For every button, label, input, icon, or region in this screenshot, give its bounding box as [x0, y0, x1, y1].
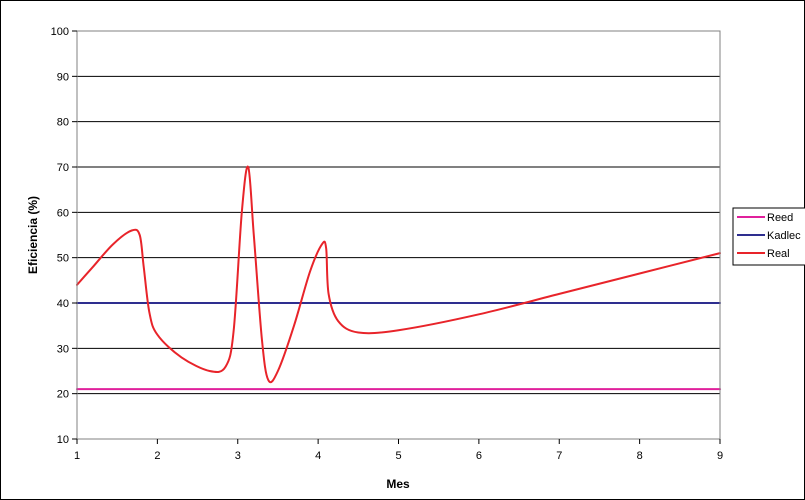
- y-tick-label: 10: [57, 434, 69, 446]
- y-tick-label: 70: [57, 162, 69, 174]
- legend-label-real: Real: [767, 248, 790, 260]
- x-tick-label: 1: [74, 450, 80, 462]
- x-axis-title: Mes: [386, 477, 410, 491]
- y-tick-label: 40: [57, 298, 69, 310]
- series-lines: [76, 165, 721, 391]
- legend-box: [732, 207, 805, 266]
- x-tick-label: 5: [395, 450, 401, 462]
- x-tick-label: 2: [154, 450, 160, 462]
- x-tick-label: 7: [556, 450, 562, 462]
- y-tick-label: 100: [51, 26, 69, 38]
- series-line-real: [76, 165, 721, 384]
- y-tick-label: 60: [57, 207, 69, 219]
- legend-label-reed: Reed: [767, 212, 793, 224]
- ticks: 10 20 30 40 50 60 70 80 90 100 1 2 3 4 5 6 7 8 9: [51, 26, 723, 462]
- x-tick-label: 6: [476, 450, 482, 462]
- x-tick-label: 3: [235, 450, 241, 462]
- legend-label-kadlec: Kadlec: [767, 230, 801, 242]
- x-tick-label: 9: [717, 450, 723, 462]
- y-tick-label: 20: [57, 389, 69, 401]
- y-tick-label: 50: [57, 253, 69, 265]
- y-tick-label: 90: [57, 71, 69, 83]
- y-axis-title: Eficiencia (%): [26, 196, 40, 274]
- y-tick-label: 30: [57, 343, 69, 355]
- x-tick-label: 8: [637, 450, 643, 462]
- plot-area: [77, 31, 720, 439]
- x-tick-label: 4: [315, 450, 321, 462]
- legend: Reed Kadlec Real: [732, 207, 805, 266]
- y-tick-label: 80: [57, 117, 69, 129]
